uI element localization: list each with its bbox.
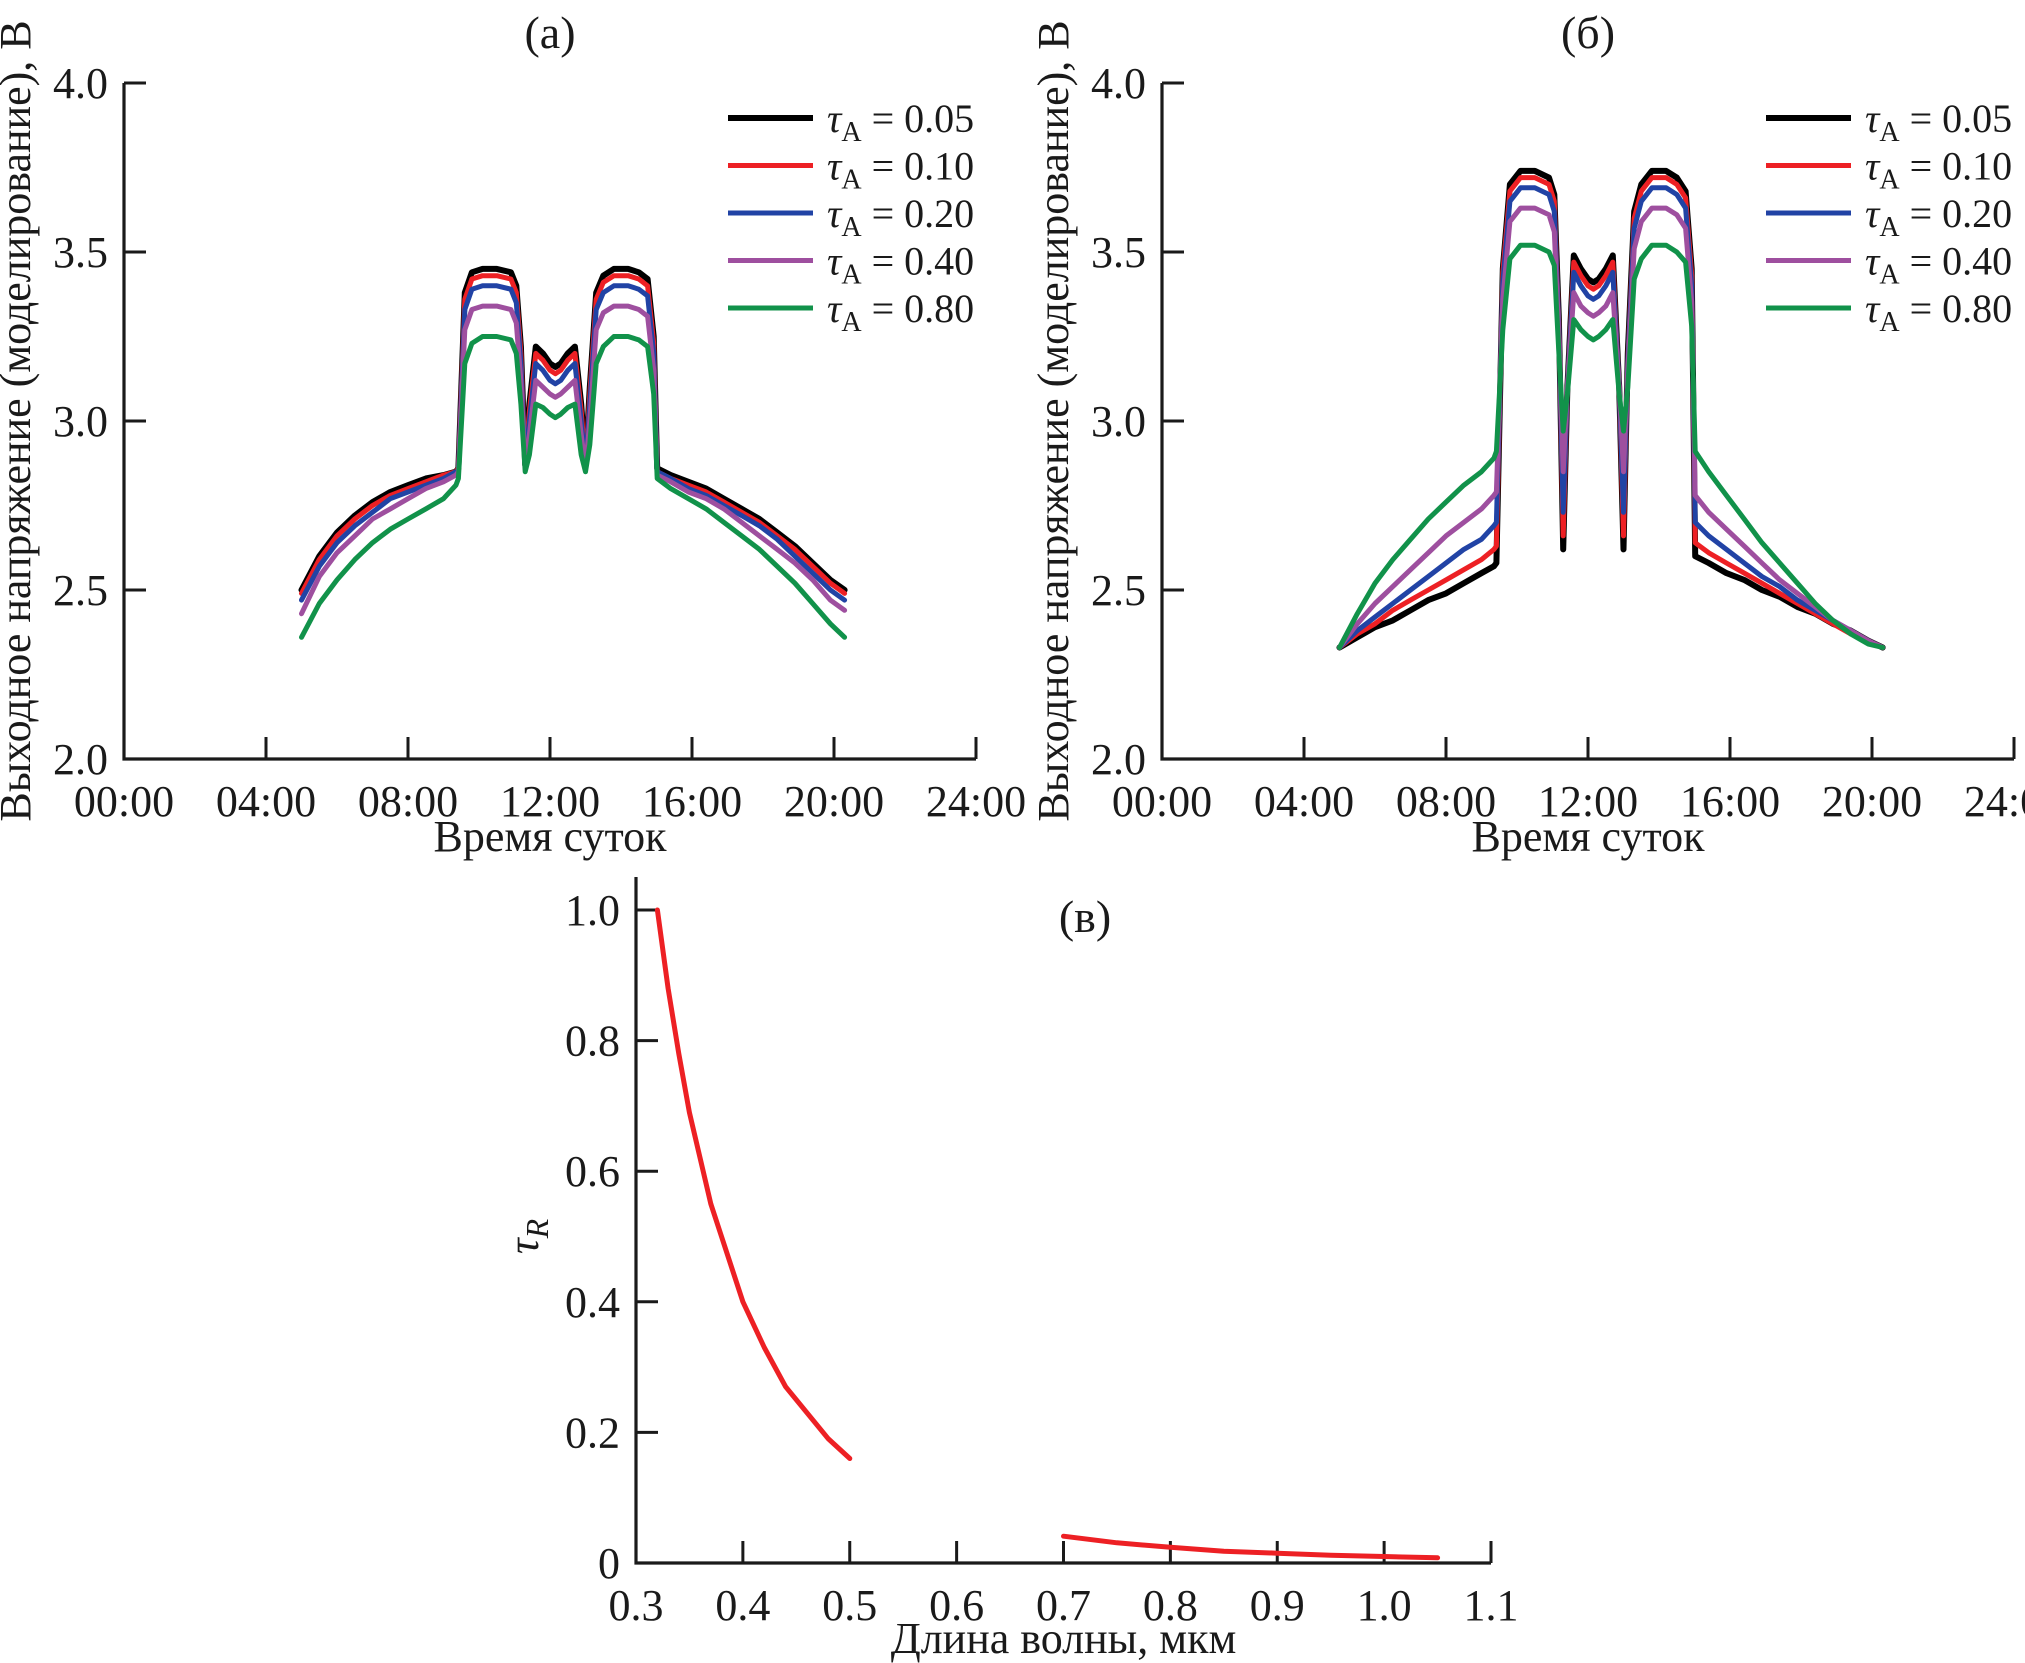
y-tick-label: 2.0 [1091, 735, 1146, 784]
legend-label: τA = 0.20 [1865, 191, 2012, 243]
legend-label: τA = 0.05 [827, 96, 974, 148]
x-tick-label: 20:00 [1822, 777, 1922, 826]
legend-label: τA = 0.40 [1865, 239, 2012, 291]
y-tick-label: 0.2 [565, 1408, 620, 1457]
x-tick-label: 24:00 [926, 777, 1026, 826]
x-tick-label: 20:00 [784, 777, 884, 826]
legend-label: τA = 0.20 [827, 191, 974, 243]
x-tick-label: 00:00 [1112, 777, 1212, 826]
x-tick-label: 00:00 [74, 777, 174, 826]
y-tick-label: 4.0 [53, 59, 108, 108]
x-tick-label: 08:00 [358, 777, 458, 826]
x-tick-label: 0.8 [1143, 1581, 1198, 1630]
chart-b-series-tau-005 [1336, 167, 1886, 651]
legend-label: τA = 0.10 [1865, 144, 2012, 196]
x-axis-label: Время суток [434, 812, 668, 861]
chart-panel-v: 0 0.2 0.4 0.6 0.8 1.0 0.3 0.4 0.5 0.6 0.7 0.8 0.9 1.0… [499, 877, 1519, 1663]
y-tick-label: 0 [598, 1539, 620, 1588]
chart-v-series-rayleigh-segment-2 [1061, 1533, 1441, 1561]
legend-label: τA = 0.05 [1865, 96, 2012, 148]
legend-label: τA = 0.40 [827, 239, 974, 291]
x-tick-label: 24:00 [1964, 777, 2025, 826]
y-tick-label: 2.0 [53, 735, 108, 784]
chart-a-series-tau-080 [299, 334, 848, 640]
chart-b-series-tau-020 [1337, 185, 1886, 650]
panel-title: (б) [1561, 7, 1615, 58]
x-axis-label: Время суток [1472, 812, 1706, 861]
x-tick-label: 12:00 [500, 777, 600, 826]
x-tick-label: 16:00 [1680, 777, 1780, 826]
x-axis-label: Длина волны, мкм [891, 1614, 1237, 1663]
y-tick-label: 4.0 [1091, 59, 1146, 108]
legend-label: τA = 0.80 [1865, 286, 2012, 338]
chart-a-series-tau-040 [299, 303, 848, 617]
chart-b-series-tau-040 [1337, 205, 1886, 650]
chart-panel-a: 2.0 2.5 3.0 3.5 4.0 00:00 04:00 08:00 12:00 16:00… [0, 7, 1026, 861]
x-tick-label: 1.1 [1464, 1581, 1519, 1630]
x-tick-label: 12:00 [1538, 777, 1638, 826]
x-tick-label: 04:00 [1254, 777, 1354, 826]
x-tick-label: 0.7 [1036, 1581, 1091, 1630]
x-tick-label: 04:00 [216, 777, 316, 826]
panel-title: (в) [1059, 891, 1111, 942]
chart-b-series-tau-010 [1337, 175, 1886, 650]
y-tick-label: 0.6 [565, 1147, 620, 1196]
chart-v-axes [634, 877, 1491, 1565]
x-tick-label: 1.0 [1357, 1581, 1412, 1630]
x-tick-label: 0.5 [822, 1581, 877, 1630]
y-tick-label: 3.0 [1091, 397, 1146, 446]
chart-b-series-tau-080 [1337, 242, 1886, 650]
y-tick-label: 2.5 [53, 566, 108, 615]
y-tick-label: 0.4 [565, 1278, 620, 1327]
x-tick-label: 16:00 [642, 777, 742, 826]
y-tick-label: 0.8 [565, 1017, 620, 1066]
panel-title: (а) [524, 7, 575, 58]
legend-label: τA = 0.10 [827, 144, 974, 196]
y-axis-label: Выходное напряжение (моделирование), В [0, 20, 40, 821]
legend-label: τA = 0.80 [827, 286, 974, 338]
y-axis-label: Выходное напряжение (моделирование), В [1029, 20, 1078, 821]
x-tick-label: 0.9 [1250, 1581, 1305, 1630]
chart-panel-b: 2.0 2.5 3.0 3.5 4.0 00:00 04:00 08:00 12:00 16:00… [1029, 7, 2025, 861]
y-tick-label: 2.5 [1091, 566, 1146, 615]
y-tick-label: 3.0 [53, 397, 108, 446]
y-tick-label: 3.5 [1091, 228, 1146, 277]
chart-a-series-tau-010 [299, 273, 848, 596]
x-tick-label: 0.3 [609, 1581, 664, 1630]
y-tick-label: 1.0 [565, 886, 620, 935]
x-tick-label: 0.4 [715, 1581, 770, 1630]
chart-a-series-tau-020 [299, 283, 848, 603]
x-tick-label: 0.6 [929, 1581, 984, 1630]
y-tick-label: 3.5 [53, 228, 108, 277]
y-axis-label: τR [499, 1218, 555, 1254]
chart-v-series-rayleigh-segment-1 [654, 907, 853, 1461]
x-tick-label: 08:00 [1396, 777, 1496, 826]
